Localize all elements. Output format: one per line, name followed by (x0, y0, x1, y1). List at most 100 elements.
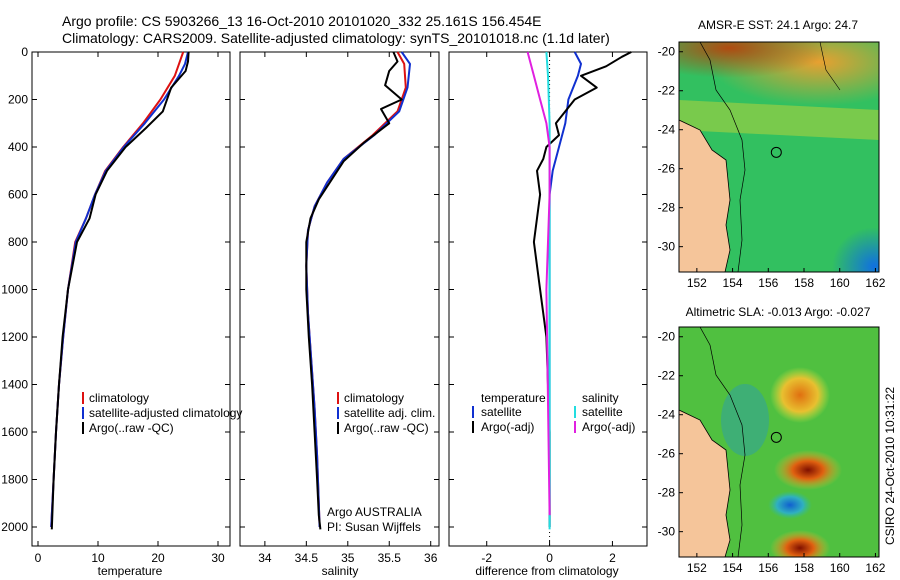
sla-eddy-cool (768, 491, 812, 519)
map-y-tick-label: -26 (658, 447, 676, 461)
salinity-legend: climatology satellite adj. clim. Argo(..… (327, 391, 435, 534)
map-x-tick-label: 158 (794, 276, 814, 290)
y-tick-label: 2000 (1, 520, 28, 534)
y-tick-label: 800 (8, 235, 28, 249)
map-y-tick-label: -26 (658, 162, 676, 176)
y-tick-label: 1600 (1, 425, 28, 439)
map-y-tick-label: -30 (658, 525, 676, 539)
salinity-xlabel: salinity (322, 564, 359, 578)
map-y-tick-label: -22 (658, 84, 676, 98)
x-tick-label: 35.5 (378, 551, 402, 565)
map-x-tick-label: 152 (687, 561, 707, 575)
map-x-tick-label: 162 (865, 276, 885, 290)
isobath (699, 42, 746, 272)
x-tick-label: 2 (609, 551, 616, 565)
sla-map (679, 327, 879, 557)
legend-temp-clim: climatology (89, 391, 149, 405)
sst-hot-patch (679, 42, 879, 102)
sla-map-title: Altimetric SLA: -0.013 Argo: -0.027 (686, 305, 871, 319)
australia-land (679, 409, 731, 557)
map-x-tick-label: 156 (758, 561, 778, 575)
map-axes: 152 154 156 158 160 162 -20 -22 -24 -26 -28 -30 152 1… (658, 45, 886, 575)
legend-temp-argo: Argo(..raw -QC) (89, 421, 174, 435)
isobath (699, 327, 746, 557)
legend-diff-sal-argo: Argo(-adj) (582, 420, 635, 434)
difference-legend: temperature satellite Argo(-adj) salinit… (472, 391, 635, 434)
x-tick-label: 34 (258, 551, 272, 565)
map-x-tick-label: 160 (830, 561, 850, 575)
legend-temp-sat: satellite-adjusted climatology (89, 406, 242, 420)
series-layer (50, 51, 632, 530)
legend-sal-argo: Argo(..raw -QC) (344, 421, 429, 435)
difference-xlabel: difference from climatology (475, 564, 618, 578)
x-tick-label: 0 (546, 551, 553, 565)
x-tick-label: -2 (481, 551, 492, 565)
salinity-panel (239, 51, 440, 547)
temperature-xlabel: temperature (98, 564, 163, 578)
legend-diff-temp-argo: Argo(-adj) (481, 420, 534, 434)
x-tick-label: 30 (211, 551, 225, 565)
legend-diff-sal-header: salinity (582, 391, 619, 405)
difference-series-sal_argo (526, 51, 551, 516)
title-line-2: Climatology: CARS2009. Satellite-adjuste… (62, 30, 610, 46)
temperature-series-argo (50, 51, 190, 530)
y-tick-label: 1200 (1, 330, 28, 344)
y-tick-label: 0 (21, 45, 28, 59)
sla-coastal-low (721, 384, 769, 456)
sst-front (679, 100, 879, 140)
map-x-tick-label: 156 (758, 276, 778, 290)
y-tick-label: 200 (8, 93, 28, 107)
temperature-legend: climatology satellite-adjusted climatolo… (82, 391, 242, 435)
map-x-tick-label: 158 (794, 561, 814, 575)
map-x-tick-label: 162 (865, 561, 885, 575)
map-y-tick-label: -28 (658, 201, 676, 215)
map-x-tick-label: 154 (723, 561, 743, 575)
sst-map-frame (678, 41, 880, 273)
sla-eddy-1 (770, 367, 830, 423)
float-owner: Argo AUSTRALIA (327, 505, 422, 519)
sla-map-frame (678, 326, 880, 558)
x-tick-label: 0 (35, 551, 42, 565)
sla-eddy-2 (774, 450, 842, 490)
legend-sal-clim: climatology (344, 391, 404, 405)
difference-series-argo (532, 51, 632, 527)
map-y-tick-label: -30 (658, 240, 676, 254)
legend-diff-temp-header: temperature (481, 391, 546, 405)
salinity-series-argo (305, 51, 403, 530)
map-x-tick-label: 152 (687, 276, 707, 290)
sst-map-title: AMSR-E SST: 24.1 Argo: 24.7 (698, 18, 858, 32)
argo-position-marker (770, 146, 782, 158)
legend-diff-sal-sat: satellite (582, 405, 623, 419)
axes-layer: 0 10 20 30020040060080010001200140016001800… (1, 45, 647, 565)
map-x-tick-label: 160 (830, 276, 850, 290)
map-y-tick-label: -24 (658, 408, 676, 422)
y-tick-label: 600 (8, 188, 28, 202)
map-x-tick-label: 154 (723, 276, 743, 290)
reef-contour (819, 42, 841, 91)
title-line-1: Argo profile: CS 5903266_13 16-Oct-2010 … (62, 13, 542, 29)
float-pi: PI: Susan Wijffels (327, 520, 421, 534)
legend-diff-temp-sat: satellite (481, 405, 522, 419)
x-tick-label: 36 (424, 551, 438, 565)
temperature-panel (31, 51, 231, 547)
sst-map (679, 42, 879, 272)
x-tick-label: 34.5 (295, 551, 319, 565)
x-tick-label: 20 (151, 551, 165, 565)
map-y-tick-label: -24 (658, 123, 676, 137)
legend-sal-sat: satellite adj. clim. (344, 406, 435, 420)
argo-position-marker (770, 431, 782, 443)
y-tick-label: 400 (8, 140, 28, 154)
australia-land (679, 119, 731, 272)
timestamp-label: CSIRO 24-Oct-2010 10:31:22 (883, 387, 897, 545)
y-tick-label: 1400 (1, 378, 28, 392)
map-y-tick-label: -22 (658, 369, 676, 383)
x-tick-label: 10 (91, 551, 105, 565)
y-tick-label: 1800 (1, 473, 28, 487)
map-y-tick-label: -28 (658, 486, 676, 500)
map-y-tick-label: -20 (658, 45, 676, 59)
x-tick-label: 35 (341, 551, 355, 565)
sla-eddy-3 (770, 530, 830, 557)
map-y-tick-label: -20 (658, 330, 676, 344)
y-tick-label: 1000 (1, 283, 28, 297)
